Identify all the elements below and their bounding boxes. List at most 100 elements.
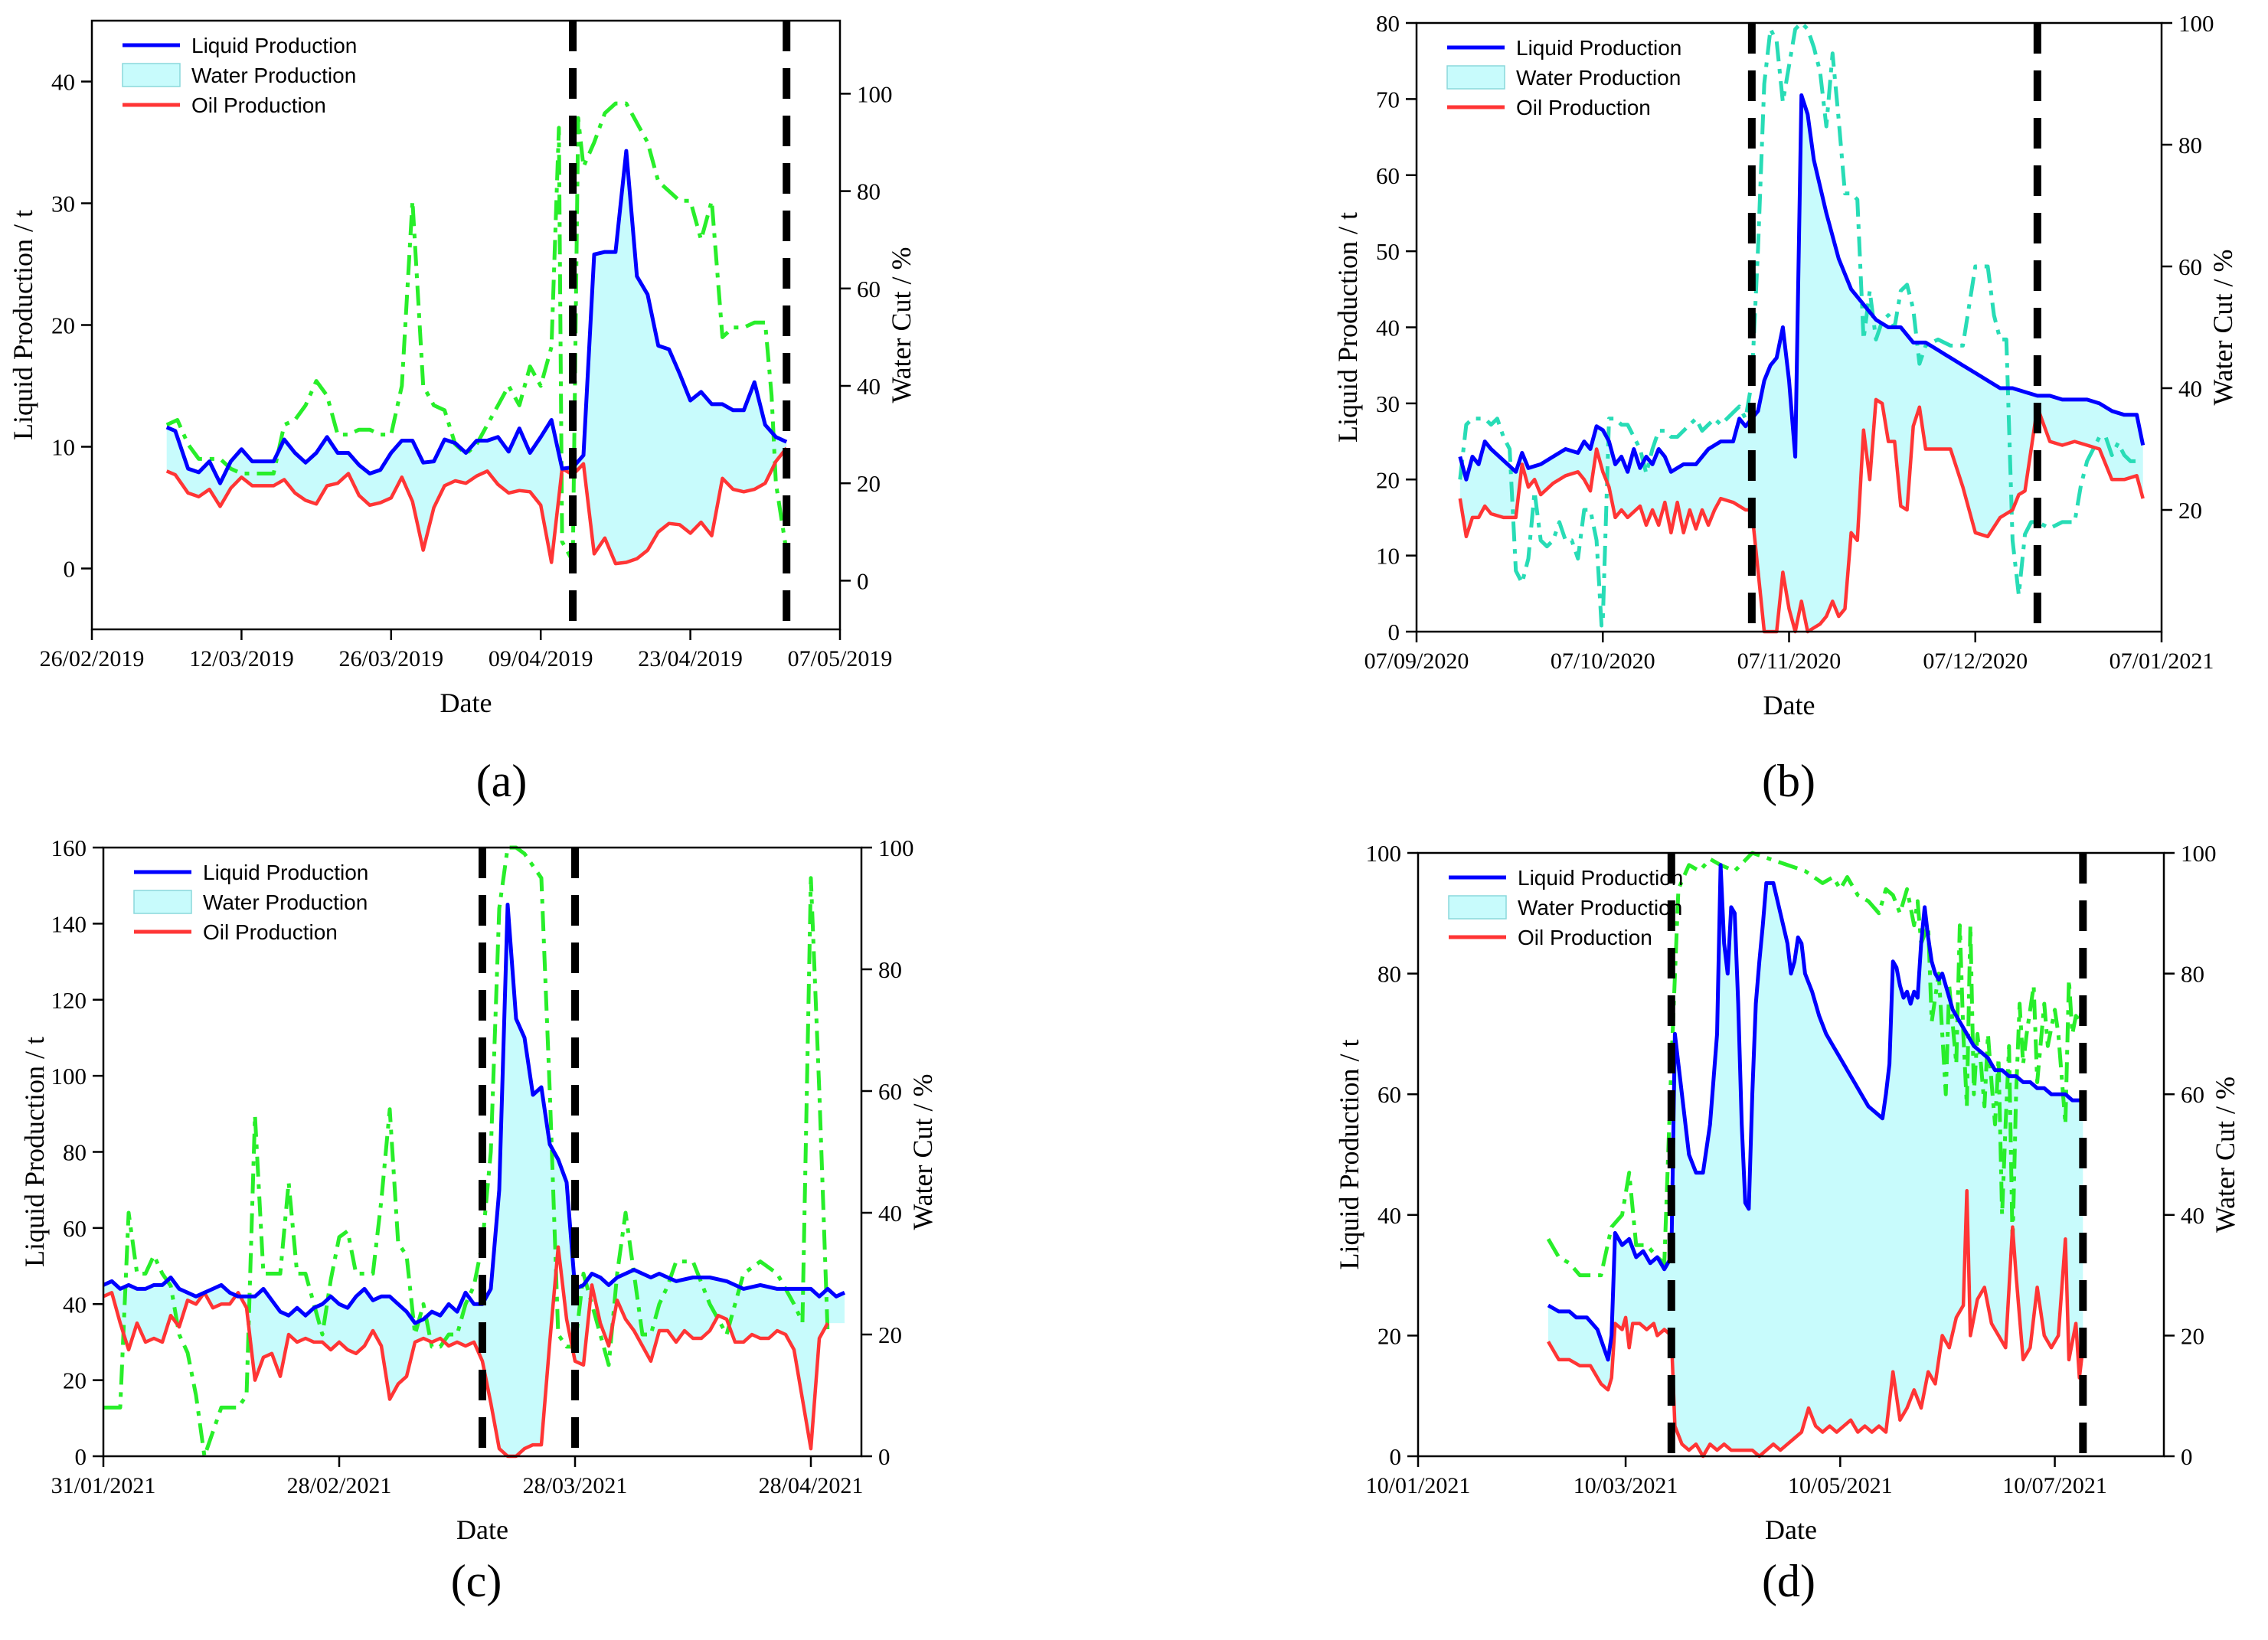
y2-tick-label: 100 bbox=[2178, 10, 2214, 37]
water-cut-line bbox=[103, 845, 830, 1459]
y-tick-label: 0 bbox=[1390, 1443, 1402, 1470]
legend-swatch-water bbox=[122, 63, 181, 87]
y2-tick-label: 100 bbox=[857, 80, 893, 107]
y2-tick-label: 20 bbox=[878, 1321, 902, 1348]
y-tick-label: 10 bbox=[1376, 543, 1400, 570]
panel-label-b: (b) bbox=[1762, 756, 1815, 806]
legend-label-liquid: Liquid Production bbox=[1518, 866, 1683, 890]
oil-production-line bbox=[1547, 1189, 2085, 1459]
legend-label-water: Water Production bbox=[1518, 896, 1682, 920]
x-tick-label: 31/01/2021 bbox=[51, 1473, 156, 1498]
water-cut-line bbox=[1458, 21, 2137, 628]
y2-axis-label: Water Cut / % bbox=[2208, 249, 2238, 405]
x-axis-label: Date bbox=[440, 688, 492, 718]
panel-label-d: (d) bbox=[1762, 1556, 1815, 1606]
panel-label-c: (c) bbox=[451, 1556, 502, 1606]
y-tick-label: 100 bbox=[51, 1063, 87, 1090]
x-tick-label: 10/05/2021 bbox=[1788, 1473, 1893, 1498]
x-tick-label: 28/02/2021 bbox=[287, 1473, 392, 1498]
chart-panel-d: 10/01/2021 10/03/2021 10/05/2021 10/07/2021… bbox=[1334, 840, 2240, 1545]
legend-label-liquid: Liquid Production bbox=[1516, 36, 1681, 60]
oil-production-line bbox=[165, 446, 788, 566]
legend-label-oil: Oil Production bbox=[191, 93, 326, 117]
legend: Liquid Production Water Production Oil Pro… bbox=[133, 861, 368, 944]
y-axis-label: Liquid Production / t bbox=[8, 210, 38, 440]
y-tick-label: 0 bbox=[64, 556, 76, 583]
water-cut-line bbox=[165, 101, 789, 564]
y-tick-label: 50 bbox=[1376, 238, 1400, 265]
y-tick-label: 40 bbox=[1377, 1202, 1401, 1229]
y2-tick-label: 80 bbox=[878, 956, 902, 983]
legend-label-water: Water Production bbox=[1516, 66, 1681, 90]
x-tick-label: 10/07/2021 bbox=[2002, 1473, 2107, 1498]
y-tick-label: 0 bbox=[75, 1443, 87, 1470]
legend-swatch-water bbox=[1448, 895, 1507, 920]
legend-label-oil: Oil Production bbox=[1516, 96, 1651, 119]
y2-tick-label: 0 bbox=[878, 1443, 891, 1470]
x-tick-label: 07/01/2021 bbox=[2110, 648, 2214, 674]
y2-tick-label: 20 bbox=[2178, 497, 2202, 524]
liquid-production-line bbox=[102, 903, 846, 1325]
y2-tick-label: 40 bbox=[2181, 1202, 2204, 1229]
legend: Liquid Production Water Production Oil Pro… bbox=[122, 34, 357, 117]
y-tick-label: 80 bbox=[1377, 961, 1401, 988]
x-tick-label: 23/04/2019 bbox=[638, 646, 743, 671]
water-production-area bbox=[103, 904, 845, 1456]
y2-axis-label: Water Cut / % bbox=[907, 1073, 938, 1230]
x-tick-label: 07/05/2019 bbox=[788, 646, 893, 671]
x-tick-label: 07/10/2020 bbox=[1551, 648, 1655, 674]
x-tick-label: 07/09/2020 bbox=[1364, 648, 1469, 674]
legend: Liquid Production Water Production Oil Pro… bbox=[1446, 36, 1681, 119]
y2-tick-label: 20 bbox=[2181, 1322, 2204, 1349]
legend-label-oil: Oil Production bbox=[1518, 926, 1652, 949]
x-tick-label: 10/03/2021 bbox=[1574, 1473, 1678, 1498]
legend-swatch-water bbox=[1446, 65, 1505, 90]
y2-axis-label: Water Cut / % bbox=[2210, 1076, 2240, 1233]
y-tick-label: 70 bbox=[1376, 86, 1400, 113]
plot-frame bbox=[1417, 851, 2165, 1458]
y2-tick-label: 40 bbox=[857, 373, 881, 400]
x-tick-label: 09/04/2019 bbox=[489, 646, 593, 671]
legend: Liquid Production Water Production Oil Pro… bbox=[1448, 866, 1683, 949]
y2-tick-label: 100 bbox=[2181, 840, 2217, 867]
y-tick-label: 20 bbox=[51, 312, 75, 339]
x-tick-label: 28/03/2021 bbox=[523, 1473, 628, 1498]
y-tick-label: 0 bbox=[1388, 619, 1400, 645]
water-production-area bbox=[166, 151, 787, 564]
y-tick-label: 40 bbox=[51, 69, 75, 96]
y2-tick-label: 20 bbox=[857, 470, 881, 497]
y-tick-label: 140 bbox=[51, 910, 87, 937]
y-tick-label: 60 bbox=[63, 1215, 87, 1242]
x-tick-label: 07/12/2020 bbox=[1923, 648, 2028, 674]
y2-tick-label: 0 bbox=[857, 567, 869, 594]
y-tick-label: 20 bbox=[1377, 1322, 1401, 1349]
y2-tick-label: 80 bbox=[2178, 132, 2202, 158]
legend-label-water: Water Production bbox=[191, 64, 356, 87]
y-tick-label: 100 bbox=[1366, 840, 1402, 867]
x-axis-label: Date bbox=[456, 1514, 508, 1545]
x-tick-label: 28/04/2021 bbox=[759, 1473, 864, 1498]
y2-tick-label: 60 bbox=[878, 1078, 902, 1105]
y-axis-label: Liquid Production / t bbox=[1332, 212, 1363, 443]
legend-label-liquid: Liquid Production bbox=[191, 34, 357, 57]
y-axis-label: Liquid Production / t bbox=[19, 1037, 50, 1267]
y-tick-label: 20 bbox=[1376, 466, 1400, 493]
y2-axis-label: Water Cut / % bbox=[886, 247, 917, 403]
y2-tick-label: 80 bbox=[857, 178, 881, 205]
x-tick-label: 07/11/2020 bbox=[1737, 648, 1842, 674]
x-axis-label: Date bbox=[1763, 690, 1815, 720]
y-tick-label: 60 bbox=[1377, 1081, 1401, 1108]
legend-label-liquid: Liquid Production bbox=[203, 861, 368, 884]
legend-label-water: Water Production bbox=[203, 890, 368, 914]
y-tick-label: 40 bbox=[1376, 315, 1400, 341]
y2-tick-label: 0 bbox=[2181, 1443, 2193, 1470]
chart-panel-c: 31/01/2021 28/02/2021 28/03/2021 28/04/2021… bbox=[19, 835, 938, 1545]
chart-panel-b: 07/09/2020 07/10/2020 07/11/2020 07/12/2020… bbox=[1332, 10, 2238, 720]
oil-production-line bbox=[103, 1245, 829, 1459]
y-tick-label: 60 bbox=[1376, 162, 1400, 189]
y2-tick-label: 100 bbox=[878, 835, 914, 861]
y-tick-label: 160 bbox=[51, 835, 87, 861]
x-tick-label: 10/01/2021 bbox=[1366, 1473, 1471, 1498]
y-axis-label: Liquid Production / t bbox=[1334, 1040, 1364, 1270]
